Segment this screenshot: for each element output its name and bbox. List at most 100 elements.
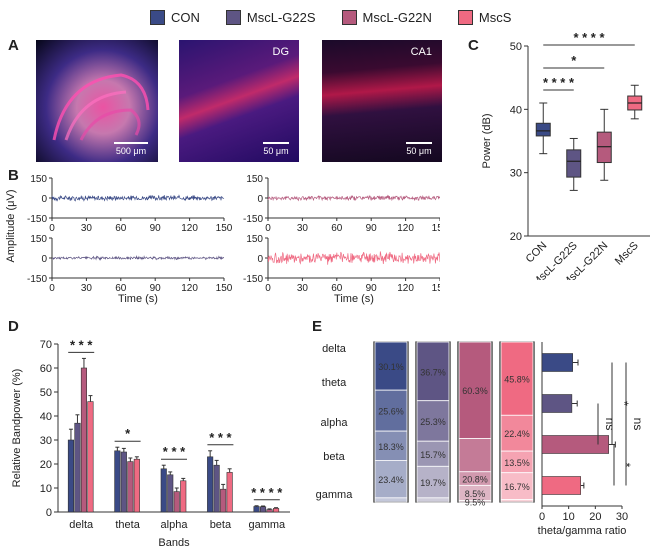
significance-label: * — [571, 53, 577, 68]
panel-label-e: E — [312, 318, 323, 335]
stack-segment-label: 25.6% — [378, 407, 404, 417]
bar-gamma-mscl-g22n — [266, 509, 273, 513]
significance-label: * * * — [209, 430, 232, 445]
stack-segment-alpha — [374, 430, 408, 461]
band-label-alpha: alpha — [321, 417, 349, 429]
bar-alpha-mscl-g22n — [173, 491, 180, 513]
x-tick-label: 120 — [181, 223, 198, 234]
micrograph-hippocampus: 500 μm — [36, 40, 158, 162]
y-tick-label: -150 — [243, 214, 263, 225]
bar-delta-mscl-g22s — [74, 422, 81, 513]
scale-bar: 50 μm — [406, 142, 432, 156]
scale-bar-label: 50 μm — [406, 146, 432, 156]
bar-alpha-con — [160, 468, 167, 513]
stack-segment-label: 8.5% — [465, 489, 486, 499]
significance-label: * — [617, 401, 631, 406]
bar-gamma-mscl-g22s — [259, 506, 267, 513]
x-tick-label: beta — [210, 519, 232, 531]
ratio-bar-mscl-g22n — [541, 435, 609, 454]
stack-segment-label: 9.5% — [465, 497, 486, 507]
eeg-trace-con — [51, 194, 225, 202]
stack-segment-gamma — [416, 497, 450, 503]
stack-segment-alpha — [416, 440, 450, 467]
stack-segment-label: 22.4% — [504, 429, 530, 439]
y-tick-label: 10 — [40, 483, 52, 495]
y-axis-label: Relative Bandpower (%) — [11, 369, 23, 488]
y-tick-label: 60 — [40, 363, 52, 375]
y-tick-label: 0 — [257, 254, 263, 265]
stack-segment-theta — [458, 438, 492, 473]
legend-swatch-mscl-g22s — [225, 9, 241, 25]
scale-bar: 50 μm — [263, 142, 289, 156]
x-axis-label: Bands — [158, 537, 190, 549]
stack-segment-gamma — [374, 497, 408, 503]
x-tick-label: 90 — [366, 283, 378, 294]
bar-beta-mscl-g22s — [213, 464, 220, 513]
y-tick-label: 40 — [40, 411, 52, 423]
x-tick-label: 120 — [181, 283, 198, 294]
stack-segment-label: 23.4% — [378, 475, 404, 485]
ratio-bar-mscs — [541, 476, 581, 495]
x-tick-label: 120 — [397, 223, 414, 234]
y-tick-label: 50 — [40, 387, 52, 399]
x-tick-label: 0 — [539, 511, 545, 523]
x-tick-label: 60 — [115, 223, 127, 234]
y-tick-label: -150 — [243, 274, 263, 285]
panel-label-b: B — [8, 167, 19, 184]
micrograph-title: DG — [272, 46, 290, 58]
x-axis-label: Time (s) — [334, 293, 374, 305]
panel-label-d: D — [8, 318, 19, 335]
eeg-trace-mscl-g22s — [51, 255, 225, 261]
scale-bar-label: 50 μm — [263, 146, 289, 156]
stack-segment-theta — [374, 389, 408, 432]
x-tick-label: delta — [69, 519, 94, 531]
chart-band-composition: delta theta alpha beta gamma 30.1% 25.6% 18.3% 2… — [316, 341, 645, 537]
micrograph-title: CA1 — [410, 46, 432, 58]
stack-segment-label: 36.7% — [420, 367, 446, 377]
significance-label: * * * — [70, 337, 93, 352]
stack-segment-label: 15.7% — [420, 450, 446, 460]
bar-theta-mscl-g22s — [120, 451, 127, 513]
y-tick-label: 150 — [246, 234, 263, 245]
significance-label: ns — [603, 418, 617, 431]
y-tick-label: 40 — [510, 104, 522, 116]
y-axis-label: Power (dB) — [481, 113, 493, 168]
band-label-theta: theta — [322, 377, 347, 389]
stack-segment-label: 19.7% — [420, 478, 446, 488]
significance-label: * * * — [163, 444, 186, 459]
y-axis-label: Amplitude (μV) — [5, 190, 17, 263]
legend-item-mscl-g22s: MscL-G22S — [225, 9, 316, 25]
legend-item-con: CON — [150, 9, 200, 25]
y-tick-label: 20 — [40, 459, 52, 471]
bar-gamma-mscs — [272, 508, 280, 513]
figure-legend: CON MscL-G22S MscL-G22N MscS — [150, 8, 570, 26]
y-tick-label: 0 — [46, 507, 52, 519]
x-tick-label: 60 — [115, 283, 127, 294]
stack-segment-label: 60.3% — [462, 386, 488, 396]
bar-theta-mscs — [133, 458, 140, 513]
x-axis-label: theta/gamma ratio — [538, 525, 627, 537]
legend-item-mscl-g22n: MscL-G22N — [341, 9, 432, 25]
legend-label-mscl-g22n: MscL-G22N — [362, 9, 432, 25]
x-tick-label: 30 — [297, 223, 309, 234]
scale-bar-line — [263, 142, 289, 144]
chart-relative-bandpower: 0 10 20 30 40 50 60 70 Relative Bandpower (%) * *… — [11, 337, 290, 549]
scale-bar-line — [114, 142, 148, 144]
stack-segment-label: 13.5% — [504, 458, 530, 468]
x-tick-label: 150 — [216, 223, 233, 234]
x-axis-label: Time (s) — [118, 293, 158, 305]
y-tick-label: -150 — [27, 214, 47, 225]
bar-theta-con — [114, 450, 121, 513]
stack-segment-label: 45.8% — [504, 375, 530, 385]
x-tick-label: 150 — [216, 283, 233, 294]
band-label-gamma: gamma — [316, 489, 354, 501]
x-tick-label: 10 — [563, 511, 575, 523]
box-mscl-g22n — [596, 131, 612, 164]
significance-label: * * * * — [543, 75, 575, 90]
band-label-beta: beta — [323, 451, 345, 463]
significance-label: ns — [631, 418, 645, 431]
x-tick-label: MscS — [613, 240, 641, 268]
scale-bar-line — [406, 142, 432, 144]
x-tick-label: 30 — [616, 511, 628, 523]
